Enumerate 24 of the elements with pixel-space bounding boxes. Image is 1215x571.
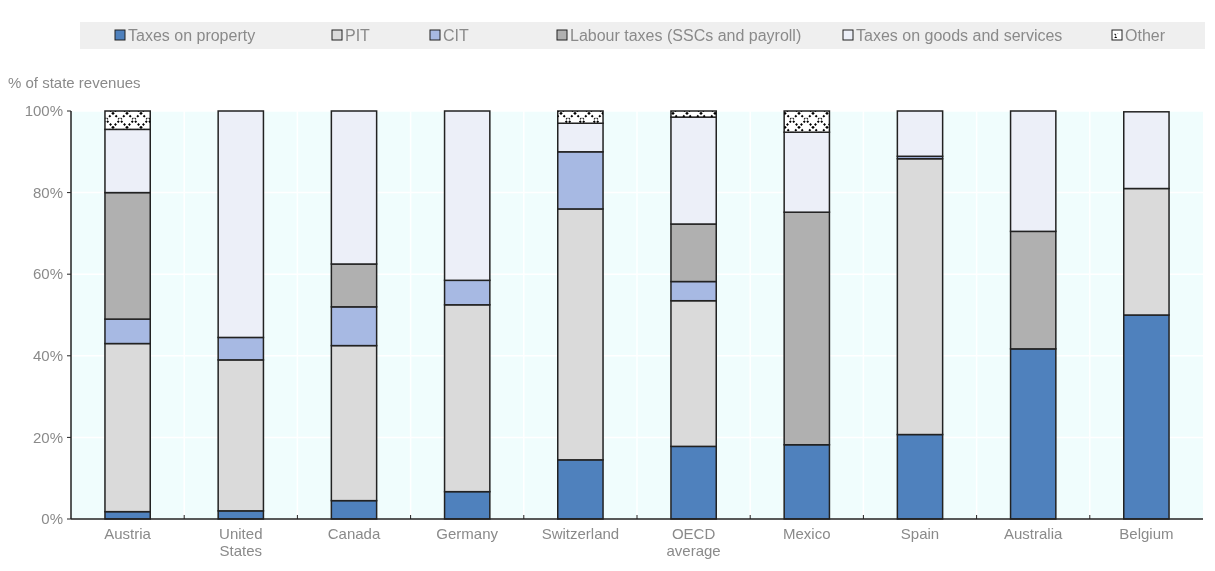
x-tick-label: Mexico [783, 525, 831, 542]
bar [896, 110, 944, 158]
y-tick-label: 20% [32, 428, 63, 446]
x-tick-label: Australia [1004, 525, 1064, 542]
legend-label: Other [1125, 26, 1166, 44]
x-tick-label: Belgium [1119, 525, 1174, 542]
y-axis-title: % of state revenues [8, 74, 141, 91]
x-tick-label: Germany [436, 525, 499, 542]
x-tick-label: Austria [104, 525, 152, 542]
y-tick-label: 40% [32, 347, 63, 365]
x-tick-label: Spain [900, 525, 940, 542]
x-tick-label: OECD average [666, 525, 721, 559]
y-tick-label: 80% [32, 183, 63, 201]
legend-label: Taxes on goods and services [856, 26, 1063, 44]
legend-label: CIT [443, 26, 469, 44]
legend-label: Taxes on property [128, 26, 256, 44]
y-tick-label: 0% [41, 510, 63, 528]
x-tick-label: Switzerland [541, 525, 620, 542]
x-tick-label: United States [219, 525, 263, 559]
y-tick-label: 100% [24, 102, 63, 120]
x-tick-label: Canada [327, 525, 381, 542]
y-tick-label: 60% [32, 265, 63, 283]
legend-label: PIT [345, 26, 371, 44]
legend-label: Labour taxes (SSCs and payroll) [570, 26, 802, 44]
